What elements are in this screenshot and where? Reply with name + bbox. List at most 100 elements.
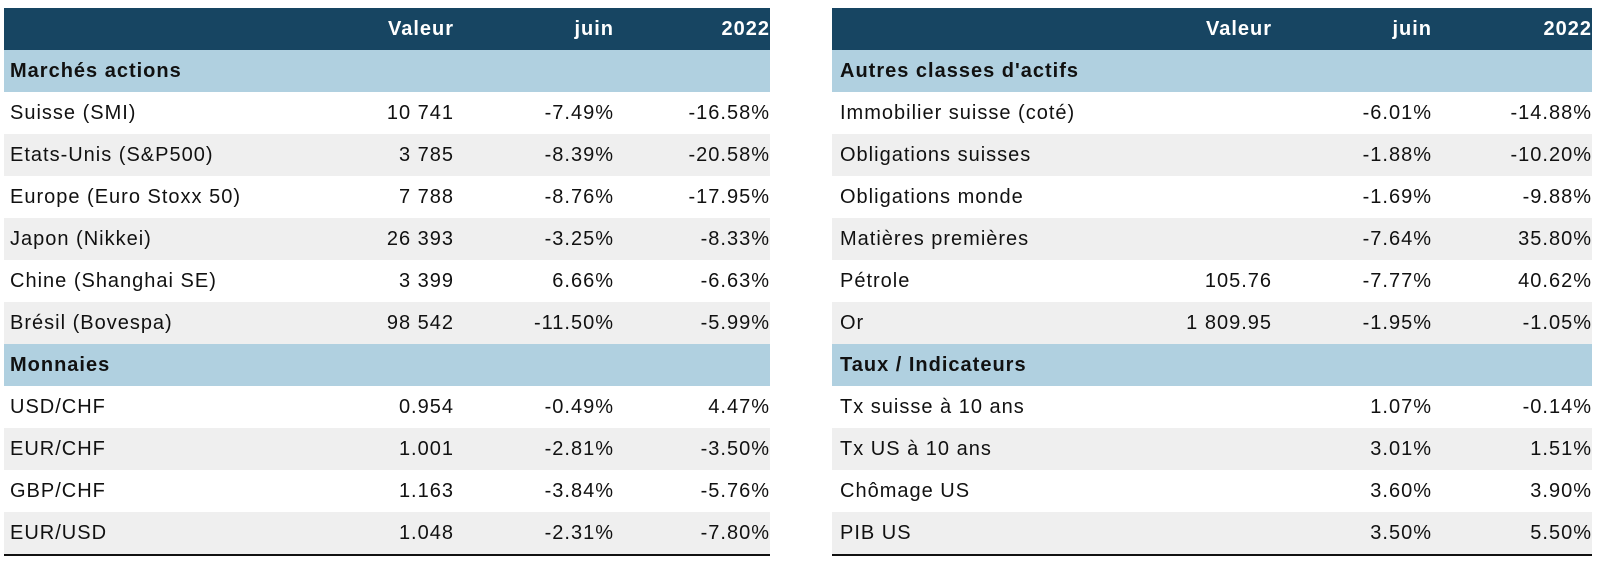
row-juin: -8.76%	[544, 185, 614, 208]
row-label: PIB US	[840, 521, 912, 544]
table-row: PIB US 3.50% 5.50%	[832, 512, 1592, 554]
header-juin: juin	[574, 17, 614, 40]
row-label: Obligations monde	[840, 185, 1024, 208]
table-row: EUR/USD 1.048 -2.31% -7.80%	[4, 512, 770, 554]
row-valeur: 26 393	[386, 227, 454, 250]
row-juin: 6.66%	[552, 269, 614, 292]
table-row: Tx suisse à 10 ans 1.07% -0.14%	[832, 386, 1592, 428]
row-juin: -7.77%	[1362, 269, 1432, 292]
row-2022: -17.95%	[688, 185, 770, 208]
row-juin: 3.50%	[1370, 521, 1432, 544]
row-juin: -7.49%	[544, 101, 614, 124]
table-row: Etats-Unis (S&P500) 3 785 -8.39% -20.58%	[4, 134, 770, 176]
row-juin: -6.01%	[1362, 101, 1432, 124]
row-juin: -3.25%	[544, 227, 614, 250]
row-2022: -9.88%	[1522, 185, 1592, 208]
row-2022: -8.33%	[700, 227, 770, 250]
row-2022: 1.51%	[1530, 437, 1592, 460]
row-2022: 5.50%	[1530, 521, 1592, 544]
row-valeur: 105.76	[1204, 269, 1272, 292]
row-valeur: 1.001	[398, 437, 454, 460]
table-row: USD/CHF 0.954 -0.49% 4.47%	[4, 386, 770, 428]
table-row: Suisse (SMI) 10 741 -7.49% -16.58%	[4, 92, 770, 134]
row-2022: -1.05%	[1522, 311, 1592, 334]
row-label: EUR/USD	[10, 521, 108, 544]
row-2022: -0.14%	[1522, 395, 1592, 418]
table-row: Pétrole 105.76 -7.77% 40.62%	[832, 260, 1592, 302]
row-valeur: 0.954	[398, 395, 454, 418]
table-row: Brésil (Bovespa) 98 542 -11.50% -5.99%	[4, 302, 770, 344]
table-row: Europe (Euro Stoxx 50) 7 788 -8.76% -17.95%	[4, 176, 770, 218]
row-2022: -16.58%	[688, 101, 770, 124]
row-juin: 3.01%	[1370, 437, 1432, 460]
row-juin: 3.60%	[1370, 479, 1432, 502]
row-label: GBP/CHF	[10, 479, 106, 502]
row-2022: -5.76%	[700, 479, 770, 502]
row-label: Suisse (SMI)	[10, 101, 137, 124]
section-header-taux-indicateurs: Taux / Indicateurs	[832, 344, 1592, 386]
row-label: Brésil (Bovespa)	[10, 311, 173, 334]
equities-currencies-table: Valeur juin 2022 Marchés actions Suisse …	[4, 8, 770, 556]
row-label: Immobilier suisse (coté)	[840, 101, 1076, 124]
row-label: Tx suisse à 10 ans	[840, 395, 1025, 418]
row-label: EUR/CHF	[10, 437, 106, 460]
row-label: USD/CHF	[10, 395, 106, 418]
table-row: Chômage US 3.60% 3.90%	[832, 470, 1592, 512]
header-2022: 2022	[721, 17, 770, 40]
row-2022: -5.99%	[700, 311, 770, 334]
row-valeur: 1.163	[398, 479, 454, 502]
row-label: Chômage US	[840, 479, 971, 502]
header-2022: 2022	[1543, 17, 1592, 40]
row-2022: 4.47%	[708, 395, 770, 418]
section-title: Autres classes d'actifs	[840, 59, 1079, 82]
table-row: Tx US à 10 ans 3.01% 1.51%	[832, 428, 1592, 470]
row-juin: 1.07%	[1370, 395, 1432, 418]
row-2022: -7.80%	[700, 521, 770, 544]
table-header-row: Valeur juin 2022	[832, 8, 1592, 50]
table-row: EUR/CHF 1.001 -2.81% -3.50%	[4, 428, 770, 470]
row-juin: -1.69%	[1362, 185, 1432, 208]
section-header-autres-classes: Autres classes d'actifs	[832, 50, 1592, 92]
row-2022: 3.90%	[1530, 479, 1592, 502]
row-label: Matières premières	[840, 227, 1030, 250]
row-label: Pétrole	[840, 269, 911, 292]
row-valeur: 1 809.95	[1186, 311, 1272, 334]
section-title: Marchés actions	[10, 59, 182, 82]
row-valeur: 3 399	[398, 269, 454, 292]
row-valeur: 7 788	[398, 185, 454, 208]
header-valeur: Valeur	[1205, 17, 1272, 40]
row-juin: -0.49%	[544, 395, 614, 418]
table-row: Matières premières -7.64% 35.80%	[832, 218, 1592, 260]
row-valeur: 3 785	[398, 143, 454, 166]
row-label: Chine (Shanghai SE)	[10, 269, 217, 292]
table-row: Japon (Nikkei) 26 393 -3.25% -8.33%	[4, 218, 770, 260]
section-header-marches-actions: Marchés actions	[4, 50, 770, 92]
section-header-monnaies: Monnaies	[4, 344, 770, 386]
row-label: Europe (Euro Stoxx 50)	[10, 185, 241, 208]
section-title: Monnaies	[10, 353, 111, 376]
row-juin: -11.50%	[533, 311, 614, 334]
row-juin: -3.84%	[544, 479, 614, 502]
row-juin: -1.88%	[1362, 143, 1432, 166]
row-2022: 35.80%	[1518, 227, 1592, 250]
header-juin: juin	[1392, 17, 1432, 40]
row-label: Japon (Nikkei)	[10, 227, 152, 250]
row-juin: -1.95%	[1362, 311, 1432, 334]
section-title: Taux / Indicateurs	[840, 353, 1027, 376]
row-juin: -7.64%	[1362, 227, 1432, 250]
row-valeur: 10 741	[386, 101, 454, 124]
row-juin: -8.39%	[544, 143, 614, 166]
row-juin: -2.31%	[544, 521, 614, 544]
row-2022: 40.62%	[1518, 269, 1592, 292]
table-row: Immobilier suisse (coté) -6.01% -14.88%	[832, 92, 1592, 134]
row-label: Etats-Unis (S&P500)	[10, 143, 214, 166]
row-2022: -14.88%	[1510, 101, 1592, 124]
table-header-row: Valeur juin 2022	[4, 8, 770, 50]
table-row: Or 1 809.95 -1.95% -1.05%	[832, 302, 1592, 344]
table-row: GBP/CHF 1.163 -3.84% -5.76%	[4, 470, 770, 512]
row-valeur: 98 542	[386, 311, 454, 334]
row-2022: -20.58%	[688, 143, 770, 166]
row-label: Tx US à 10 ans	[840, 437, 992, 460]
row-label: Obligations suisses	[840, 143, 1032, 166]
row-2022: -3.50%	[700, 437, 770, 460]
